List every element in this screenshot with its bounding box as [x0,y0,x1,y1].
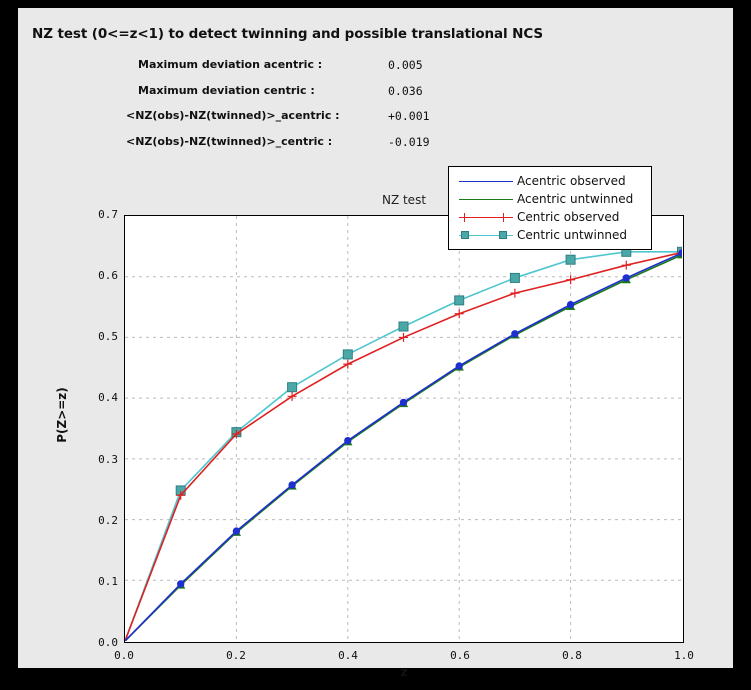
series-marker [565,254,576,265]
series-marker [510,288,520,298]
y-tick-label: 0.0 [98,636,118,649]
x-tick-label: 0.2 [226,649,246,662]
page-title: NZ test (0<=z<1) to detect twinning and … [32,26,544,42]
legend-marker-plus [499,212,508,222]
series-line [124,254,683,642]
legend-swatch [455,209,517,225]
series-marker [511,330,519,338]
legend-line [459,234,513,236]
x-tick-label: 0.4 [338,649,358,662]
series-marker [398,321,409,332]
legend-marker-square [461,231,469,239]
series-marker [621,260,631,270]
series-marker [287,382,298,393]
legend-label: Centric untwinned [517,228,628,242]
series-marker [566,275,576,285]
series-marker [231,429,241,439]
y-tick-label: 0.5 [98,330,118,344]
series-marker [622,274,630,282]
plot-title: NZ test [381,193,427,207]
x-tick-label: 0.8 [562,649,582,662]
y-tick-label: 0.6 [98,269,118,283]
legend-line [459,198,513,200]
stat-label: Maximum deviation acentric : [138,58,323,71]
plot-series-svg [124,216,687,642]
legend-entry: Centric untwinned [455,226,645,244]
legend-entry: Acentric untwinned [455,190,645,208]
plot-canvas [124,215,687,643]
series-marker [288,481,296,489]
series-marker [399,332,408,342]
legend-line [459,216,513,218]
series-marker [454,309,464,319]
legend-entry: Centric observed [455,208,645,226]
series-marker [232,527,241,535]
series-marker [342,349,353,360]
series-line [124,251,683,642]
series-line [124,252,683,642]
y-tick-label: 0.2 [98,513,118,527]
stat-label: Maximum deviation centric : [138,84,315,97]
series-marker [344,436,352,445]
legend-entry: Acentric observed [455,172,645,190]
y-tick-label: 0.3 [98,452,118,466]
legend-label: Acentric observed [517,174,626,188]
y-tick-label: 0.1 [98,574,118,588]
legend-line [459,180,513,182]
x-tick-label: 0.0 [114,649,134,662]
nz-test-plot-figure: NZ test P(Z>=z) z 0.0 0.1 0.2 0.3 0.4 0.5 0.6 0… [18,166,733,679]
stat-value: -0.019 [388,135,430,149]
series-marker [566,300,575,309]
series-line [124,251,682,642]
legend-label: Centric observed [517,210,620,224]
series-marker [454,295,465,306]
series-marker [678,249,686,257]
stat-value: 0.036 [388,84,423,98]
x-tick-label: 1.0 [674,649,694,662]
series-marker [287,391,297,401]
legend-label: Acentric untwinned [517,192,634,206]
legend-marker-square [499,231,507,239]
plot-legend: Acentric observed Acentric untwinned Centr… [448,166,652,250]
series-marker [176,490,186,500]
y-tick-label: 0.4 [98,391,118,405]
nz-test-window: NZ test (0<=z<1) to detect twinning and … [18,8,733,679]
series-marker [455,362,463,370]
legend-swatch [455,173,517,189]
x-axis-label: z [400,665,408,679]
series-marker [177,580,185,588]
series-marker [509,272,520,283]
legend-swatch [455,227,517,243]
series-marker [399,398,408,407]
x-tick-label: 0.6 [450,649,470,662]
stat-label: <NZ(obs)-NZ(twinned)>_centric : [126,135,333,148]
stat-value: +0.001 [388,109,430,123]
legend-swatch [455,191,517,207]
y-tick-label: 0.7 [98,208,118,221]
series-marker [343,359,353,369]
stat-label: <NZ(obs)-NZ(twinned)>_acentric : [126,109,340,122]
legend-marker-plus [460,212,469,222]
stat-value: 0.005 [388,58,423,72]
